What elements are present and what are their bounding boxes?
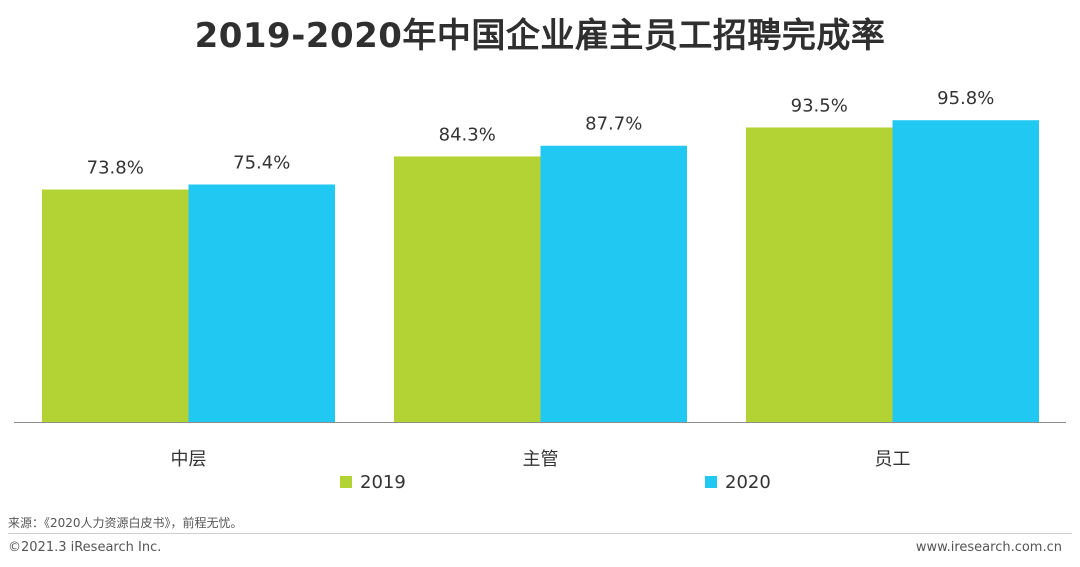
legend-item-2020: 2020 (705, 470, 771, 494)
copyright-text: ©2021.3 iResearch Inc. (8, 540, 162, 555)
bar-2019-1 (394, 156, 541, 422)
data-label-2020-0: 75.4% (233, 152, 290, 173)
data-label-2020-1: 87.7% (585, 114, 642, 135)
legend: 2019 2020 (0, 470, 1080, 494)
x-tick-label-0: 中层 (171, 449, 207, 470)
legend-swatch-2020 (705, 476, 717, 488)
legend-item-2019: 2019 (340, 470, 406, 494)
x-tick-label-1: 主管 (523, 449, 559, 470)
x-tick-label-2: 员工 (875, 449, 911, 470)
bar-2020-0 (188, 184, 335, 422)
footer-divider (8, 533, 1072, 534)
bar-chart: 73.8% 75.4% 中层 84.3% 87.7% 主管 93.5% 95.8% 员工 (14, 88, 1066, 470)
source-note: 来源：《2020人力资源白皮书》，前程无忧。 (8, 516, 243, 530)
bar-2020-1 (540, 145, 687, 422)
data-label-2019-1: 84.3% (439, 124, 496, 145)
website-link: www.iresearch.com.cn (915, 540, 1062, 555)
chart-title: 2019-2020年中国企业雇主员工招聘完成率 (194, 16, 886, 56)
data-label-2019-2: 93.5% (791, 95, 848, 116)
legend-label-2019: 2019 (360, 471, 406, 493)
bar-2020-2 (892, 120, 1039, 422)
legend-label-2020: 2020 (725, 471, 771, 493)
bar-2019-0 (42, 189, 189, 422)
data-label-2019-0: 73.8% (87, 158, 144, 179)
bar-2019-2 (746, 127, 893, 422)
data-label-2020-2: 95.8% (937, 88, 994, 109)
legend-swatch-2019 (340, 476, 352, 488)
